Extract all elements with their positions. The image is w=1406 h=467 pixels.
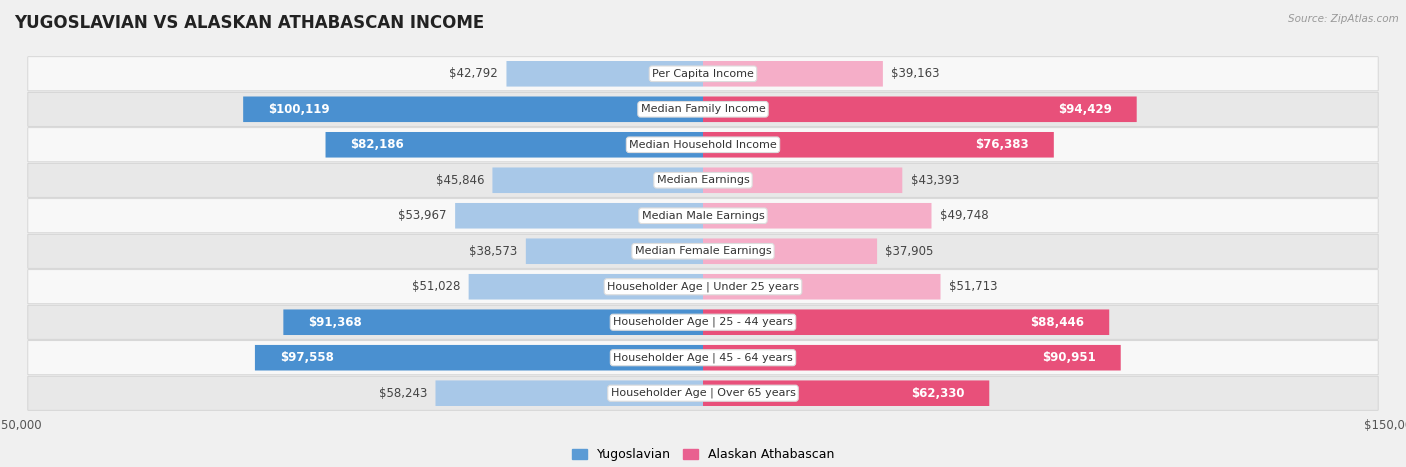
Text: $45,846: $45,846 (436, 174, 484, 187)
FancyBboxPatch shape (326, 132, 703, 157)
FancyBboxPatch shape (468, 274, 703, 299)
FancyBboxPatch shape (703, 274, 941, 299)
FancyBboxPatch shape (703, 61, 883, 86)
Text: $82,186: $82,186 (350, 138, 404, 151)
Text: Source: ZipAtlas.com: Source: ZipAtlas.com (1288, 14, 1399, 24)
Text: $49,748: $49,748 (939, 209, 988, 222)
FancyBboxPatch shape (28, 270, 1378, 304)
FancyBboxPatch shape (456, 203, 703, 228)
Text: $90,951: $90,951 (1042, 351, 1095, 364)
Text: Householder Age | 25 - 44 years: Householder Age | 25 - 44 years (613, 317, 793, 327)
Text: $100,119: $100,119 (269, 103, 329, 116)
Text: $43,393: $43,393 (911, 174, 959, 187)
FancyBboxPatch shape (703, 203, 932, 228)
FancyBboxPatch shape (436, 381, 703, 406)
Text: Median Family Income: Median Family Income (641, 104, 765, 114)
FancyBboxPatch shape (703, 239, 877, 264)
Text: Per Capita Income: Per Capita Income (652, 69, 754, 79)
Legend: Yugoslavian, Alaskan Athabascan: Yugoslavian, Alaskan Athabascan (572, 448, 834, 461)
FancyBboxPatch shape (284, 310, 703, 335)
FancyBboxPatch shape (703, 168, 903, 193)
FancyBboxPatch shape (28, 341, 1378, 375)
Text: $37,905: $37,905 (886, 245, 934, 258)
FancyBboxPatch shape (254, 345, 703, 370)
Text: $58,243: $58,243 (378, 387, 427, 400)
Text: Householder Age | Under 25 years: Householder Age | Under 25 years (607, 282, 799, 292)
FancyBboxPatch shape (28, 376, 1378, 410)
FancyBboxPatch shape (243, 97, 703, 122)
Text: $88,446: $88,446 (1031, 316, 1084, 329)
Text: $38,573: $38,573 (470, 245, 517, 258)
FancyBboxPatch shape (28, 199, 1378, 233)
Text: $94,429: $94,429 (1059, 103, 1112, 116)
FancyBboxPatch shape (28, 128, 1378, 162)
Text: Median Household Income: Median Household Income (628, 140, 778, 150)
Text: $53,967: $53,967 (398, 209, 447, 222)
Text: $91,368: $91,368 (308, 316, 361, 329)
Text: Householder Age | Over 65 years: Householder Age | Over 65 years (610, 388, 796, 398)
FancyBboxPatch shape (703, 97, 1136, 122)
Text: $42,792: $42,792 (450, 67, 498, 80)
Text: Median Earnings: Median Earnings (657, 175, 749, 185)
Text: YUGOSLAVIAN VS ALASKAN ATHABASCAN INCOME: YUGOSLAVIAN VS ALASKAN ATHABASCAN INCOME (14, 14, 484, 32)
FancyBboxPatch shape (506, 61, 703, 86)
FancyBboxPatch shape (28, 92, 1378, 126)
Text: $97,558: $97,558 (280, 351, 333, 364)
Text: Median Female Earnings: Median Female Earnings (634, 246, 772, 256)
FancyBboxPatch shape (28, 57, 1378, 91)
Text: $39,163: $39,163 (891, 67, 939, 80)
FancyBboxPatch shape (492, 168, 703, 193)
Text: $51,713: $51,713 (949, 280, 997, 293)
FancyBboxPatch shape (28, 305, 1378, 339)
Text: $62,330: $62,330 (911, 387, 965, 400)
Text: Median Male Earnings: Median Male Earnings (641, 211, 765, 221)
FancyBboxPatch shape (703, 132, 1054, 157)
Text: Householder Age | 45 - 64 years: Householder Age | 45 - 64 years (613, 353, 793, 363)
FancyBboxPatch shape (703, 310, 1109, 335)
Text: $51,028: $51,028 (412, 280, 460, 293)
FancyBboxPatch shape (703, 345, 1121, 370)
Text: $76,383: $76,383 (976, 138, 1029, 151)
FancyBboxPatch shape (703, 381, 990, 406)
FancyBboxPatch shape (28, 163, 1378, 197)
FancyBboxPatch shape (28, 234, 1378, 268)
FancyBboxPatch shape (526, 239, 703, 264)
